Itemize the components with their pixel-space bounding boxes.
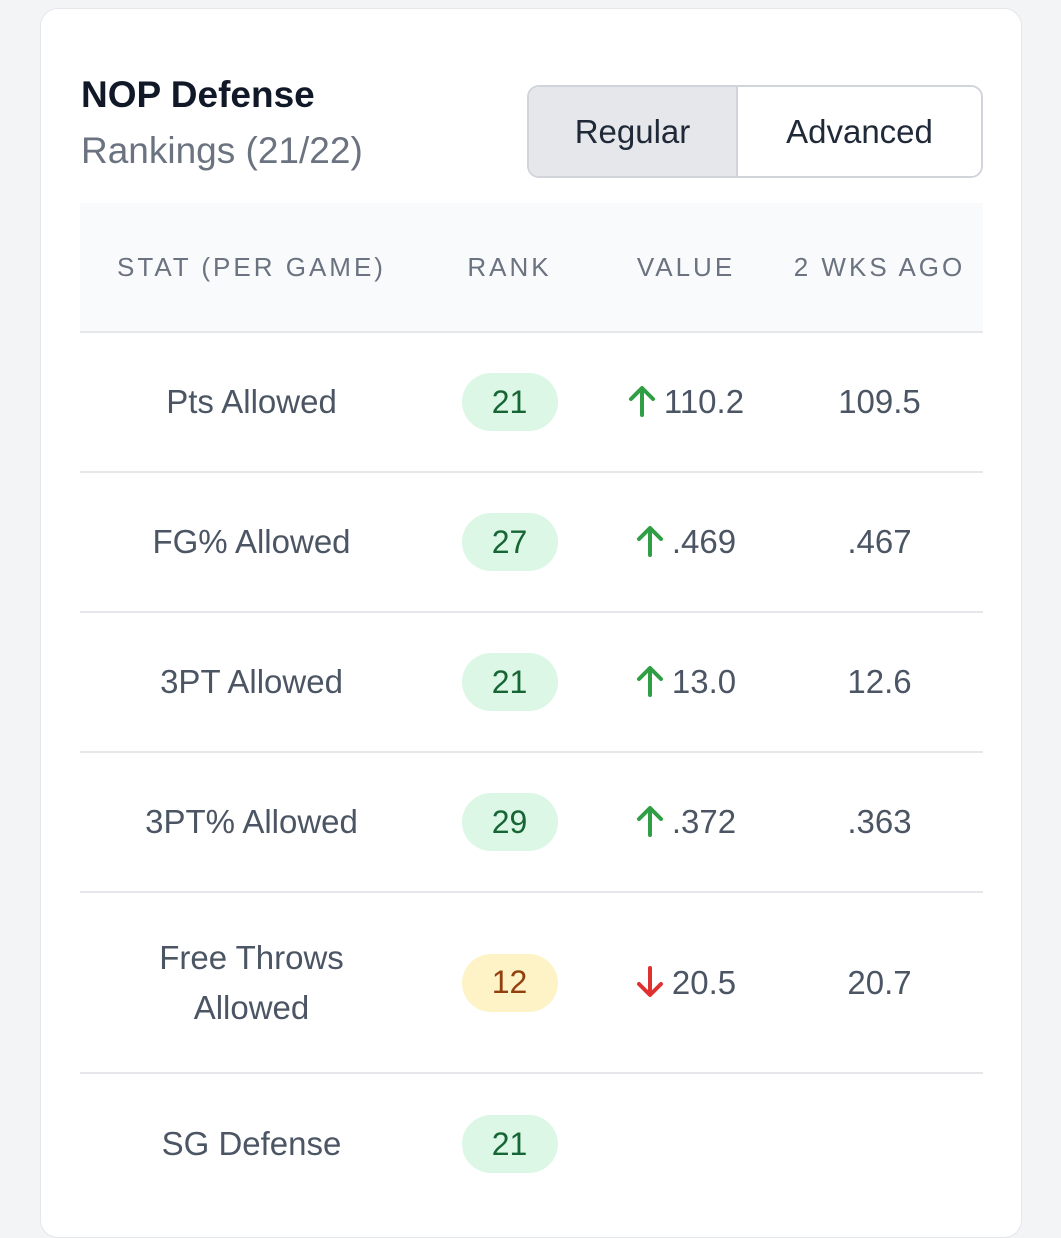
column-header-value[interactable]: VALUE xyxy=(636,252,736,282)
arrow-up-icon xyxy=(636,806,663,837)
arrow-up-icon xyxy=(636,526,663,557)
card-subtitle: Rankings (21/22) xyxy=(81,130,363,171)
value-cell: 13.0 xyxy=(596,613,776,751)
rank-badge: 12 xyxy=(461,953,558,1012)
stat-name: 3PT Allowed xyxy=(160,663,343,700)
rank-cell: 21 xyxy=(423,333,596,471)
defense-rankings-card: NOP Defense Rankings (21/22) Regular Adv… xyxy=(40,8,1022,1238)
stat-name: Free Throws Allowed xyxy=(159,938,344,1026)
stat-value: .469 xyxy=(671,523,737,560)
value-cell: 110.2 xyxy=(596,333,776,471)
rankings-table: STAT (PER GAME) RANK VALUE 2 WKS AGO Pts… xyxy=(80,203,983,1214)
value-cell xyxy=(596,1074,776,1214)
stat-value: 20.5 xyxy=(671,963,737,1001)
stat-value: .372 xyxy=(671,803,737,840)
card-title: NOP Defense xyxy=(81,74,315,115)
table-row[interactable]: SG Defense 21 xyxy=(80,1074,983,1214)
toggle-advanced-button[interactable]: Advanced xyxy=(738,87,981,176)
stat-name: Pts Allowed xyxy=(166,383,337,420)
value-with-trend: 20.5 xyxy=(636,964,736,1002)
two-weeks-ago-value: .363 xyxy=(847,803,912,840)
stat-value: 13.0 xyxy=(671,663,737,700)
table-header: STAT (PER GAME) RANK VALUE 2 WKS AGO xyxy=(80,203,983,333)
two-weeks-ago-value: 12.6 xyxy=(847,663,912,700)
toggle-regular-button[interactable]: Regular xyxy=(529,87,738,176)
rank-cell: 21 xyxy=(423,613,596,751)
table-body: Pts Allowed 21 110.2 109.5 FG% Allowed 27 .469… xyxy=(80,333,983,1214)
value-with-trend: 13.0 xyxy=(636,663,736,701)
stat-name: SG Defense xyxy=(161,1125,342,1162)
table-row[interactable]: FG% Allowed 27 .469 .467 xyxy=(80,473,983,613)
rank-badge: 21 xyxy=(461,373,558,431)
value-cell: .469 xyxy=(596,473,776,611)
column-header-stat[interactable]: STAT (PER GAME) xyxy=(117,252,386,282)
arrow-up-icon xyxy=(628,386,655,417)
stat-name: FG% Allowed xyxy=(152,523,351,560)
rank-badge: 21 xyxy=(461,653,558,711)
table-row[interactable]: 3PT% Allowed 29 .372 .363 xyxy=(80,753,983,893)
rank-cell: 29 xyxy=(423,753,596,891)
value-cell: 20.5 xyxy=(596,893,776,1072)
stat-value: 110.2 xyxy=(663,383,745,420)
view-toggle: Regular Advanced xyxy=(527,85,983,178)
rank-cell: 27 xyxy=(423,473,596,611)
table-row[interactable]: 3PT Allowed 21 13.0 12.6 xyxy=(80,613,983,753)
rank-badge: 29 xyxy=(461,793,558,851)
two-weeks-ago-value: 20.7 xyxy=(847,963,912,1001)
rank-badge: 21 xyxy=(461,1115,558,1173)
rank-cell: 21 xyxy=(423,1074,596,1214)
two-weeks-ago-value: 109.5 xyxy=(838,383,921,420)
column-header-rank[interactable]: RANK xyxy=(467,252,552,282)
arrow-up-icon xyxy=(636,666,663,697)
rank-badge: 27 xyxy=(461,513,558,571)
rank-cell: 12 xyxy=(423,893,596,1072)
value-with-trend: .372 xyxy=(636,803,736,841)
two-weeks-ago-value xyxy=(776,1074,983,1214)
table-row[interactable]: Free Throws Allowed 12 20.5 20.7 xyxy=(80,893,983,1074)
two-weeks-ago-value: .467 xyxy=(847,523,912,560)
value-cell: .372 xyxy=(596,753,776,891)
value-with-trend: 110.2 xyxy=(628,383,744,421)
stat-name: 3PT% Allowed xyxy=(145,803,358,840)
arrow-down-icon xyxy=(636,965,663,997)
column-header-2wks-ago[interactable]: 2 WKS AGO xyxy=(793,252,966,282)
table-row[interactable]: Pts Allowed 21 110.2 109.5 xyxy=(80,333,983,473)
value-with-trend: .469 xyxy=(636,523,736,561)
